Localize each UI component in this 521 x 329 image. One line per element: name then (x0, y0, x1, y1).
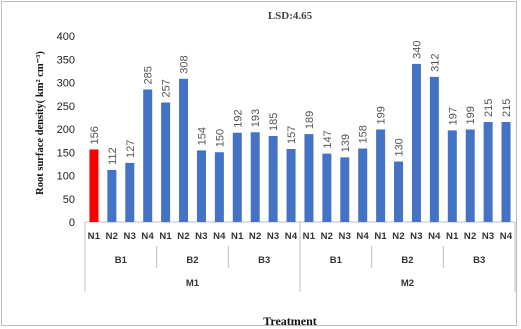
y-tick-label: 400 (57, 31, 75, 43)
bar-data-label: 340 (411, 41, 423, 59)
bar-data-label: 189 (304, 111, 316, 129)
category-tick-label: N2 (392, 231, 405, 242)
bar-data-label: 154 (196, 127, 208, 145)
lsd-annotation: LSD:4.65 (268, 10, 313, 22)
bar-data-label: 158 (358, 125, 370, 143)
bar-data-label: 130 (394, 138, 406, 156)
category-tick-label: N4 (141, 231, 154, 242)
bar (179, 78, 189, 222)
subgroup-label: B3 (473, 255, 485, 266)
bar (161, 102, 171, 222)
bar (232, 132, 242, 222)
bar-data-label: 150 (214, 129, 226, 147)
bar (214, 152, 224, 222)
y-tick-label: 100 (57, 171, 75, 183)
group-label: M2 (401, 278, 414, 289)
y-tick-label: 150 (57, 147, 75, 159)
bar (483, 122, 493, 222)
bar (89, 149, 99, 222)
bar (250, 132, 260, 222)
bar-data-label: 147 (322, 130, 334, 148)
bar (322, 153, 332, 222)
bar (376, 129, 386, 222)
category-tick-label: N4 (428, 231, 441, 242)
category-tick-label: N1 (159, 231, 172, 242)
y-tick-label: 250 (57, 101, 75, 113)
bar (394, 161, 404, 222)
bar (107, 169, 117, 222)
bar-data-label: 285 (143, 66, 155, 84)
bar-data-label: 139 (340, 134, 352, 152)
category-tick-label: N3 (195, 231, 208, 242)
bar (304, 134, 314, 222)
bar (125, 162, 135, 222)
category-tick-label: N1 (374, 231, 387, 242)
bar-data-label: 192 (232, 109, 244, 127)
category-tick-label: N2 (177, 231, 190, 242)
bar-data-label: 127 (125, 140, 137, 158)
bar-data-label: 312 (429, 54, 441, 72)
category-tick-label: N3 (267, 231, 280, 242)
bar-data-label: 199 (376, 106, 388, 124)
category-tick-label: N1 (88, 231, 101, 242)
y-tick-label: 200 (57, 124, 75, 136)
bar-data-label: 185 (268, 113, 280, 131)
bar-data-label: 112 (107, 147, 119, 165)
bar-data-label: 308 (179, 55, 191, 73)
category-tick-label: N1 (446, 231, 459, 242)
bar (447, 130, 457, 222)
y-tick-label: 300 (57, 78, 75, 90)
bar (286, 148, 296, 222)
category-tick-label: N2 (464, 231, 477, 242)
bar (411, 63, 421, 223)
bar-data-label: 197 (447, 107, 459, 125)
subgroup-label: B1 (330, 255, 343, 266)
bar-data-label: 156 (89, 126, 101, 144)
bar (268, 135, 278, 222)
category-tick-label: N3 (410, 231, 423, 242)
category-tick-label: N1 (231, 231, 244, 242)
subgroup-label: B2 (401, 255, 413, 266)
category-tick-label: N4 (285, 231, 298, 242)
bar-data-label: 215 (501, 99, 513, 117)
category-tick-label: N2 (106, 231, 119, 242)
bar (358, 148, 368, 222)
bar-data-label: 215 (483, 99, 495, 117)
category-tick-label: N2 (321, 231, 334, 242)
bar (143, 89, 153, 222)
category-tick-label: N3 (339, 231, 352, 242)
bar (340, 157, 350, 222)
subgroup-label: B3 (258, 255, 270, 266)
category-tick-label: N4 (213, 231, 226, 242)
bar-data-label: 257 (161, 79, 173, 97)
y-tick-label: 0 (69, 217, 75, 229)
category-tick-label: N2 (249, 231, 262, 242)
bar-data-label: 193 (250, 109, 262, 127)
category-tick-label: N3 (124, 231, 137, 242)
bar (196, 150, 206, 222)
chart-frame (1, 1, 517, 326)
bar-data-label: 157 (286, 126, 298, 144)
y-tick-label: 350 (57, 54, 75, 66)
bar (465, 129, 475, 222)
category-tick-label: N4 (356, 231, 369, 242)
bar (429, 76, 439, 222)
y-tick-label: 50 (63, 194, 75, 206)
bar (501, 122, 511, 222)
group-label: M1 (186, 278, 200, 289)
subgroup-label: B2 (186, 255, 198, 266)
category-tick-label: N3 (482, 231, 495, 242)
category-tick-label: N1 (303, 231, 316, 242)
category-tick-label: N4 (500, 231, 513, 242)
bar-data-label: 199 (465, 106, 477, 124)
subgroup-label: B1 (115, 255, 128, 266)
y-axis-label: Root surface density( km² cm⁻³) (35, 51, 46, 195)
x-axis-label: Treatment (263, 314, 317, 328)
